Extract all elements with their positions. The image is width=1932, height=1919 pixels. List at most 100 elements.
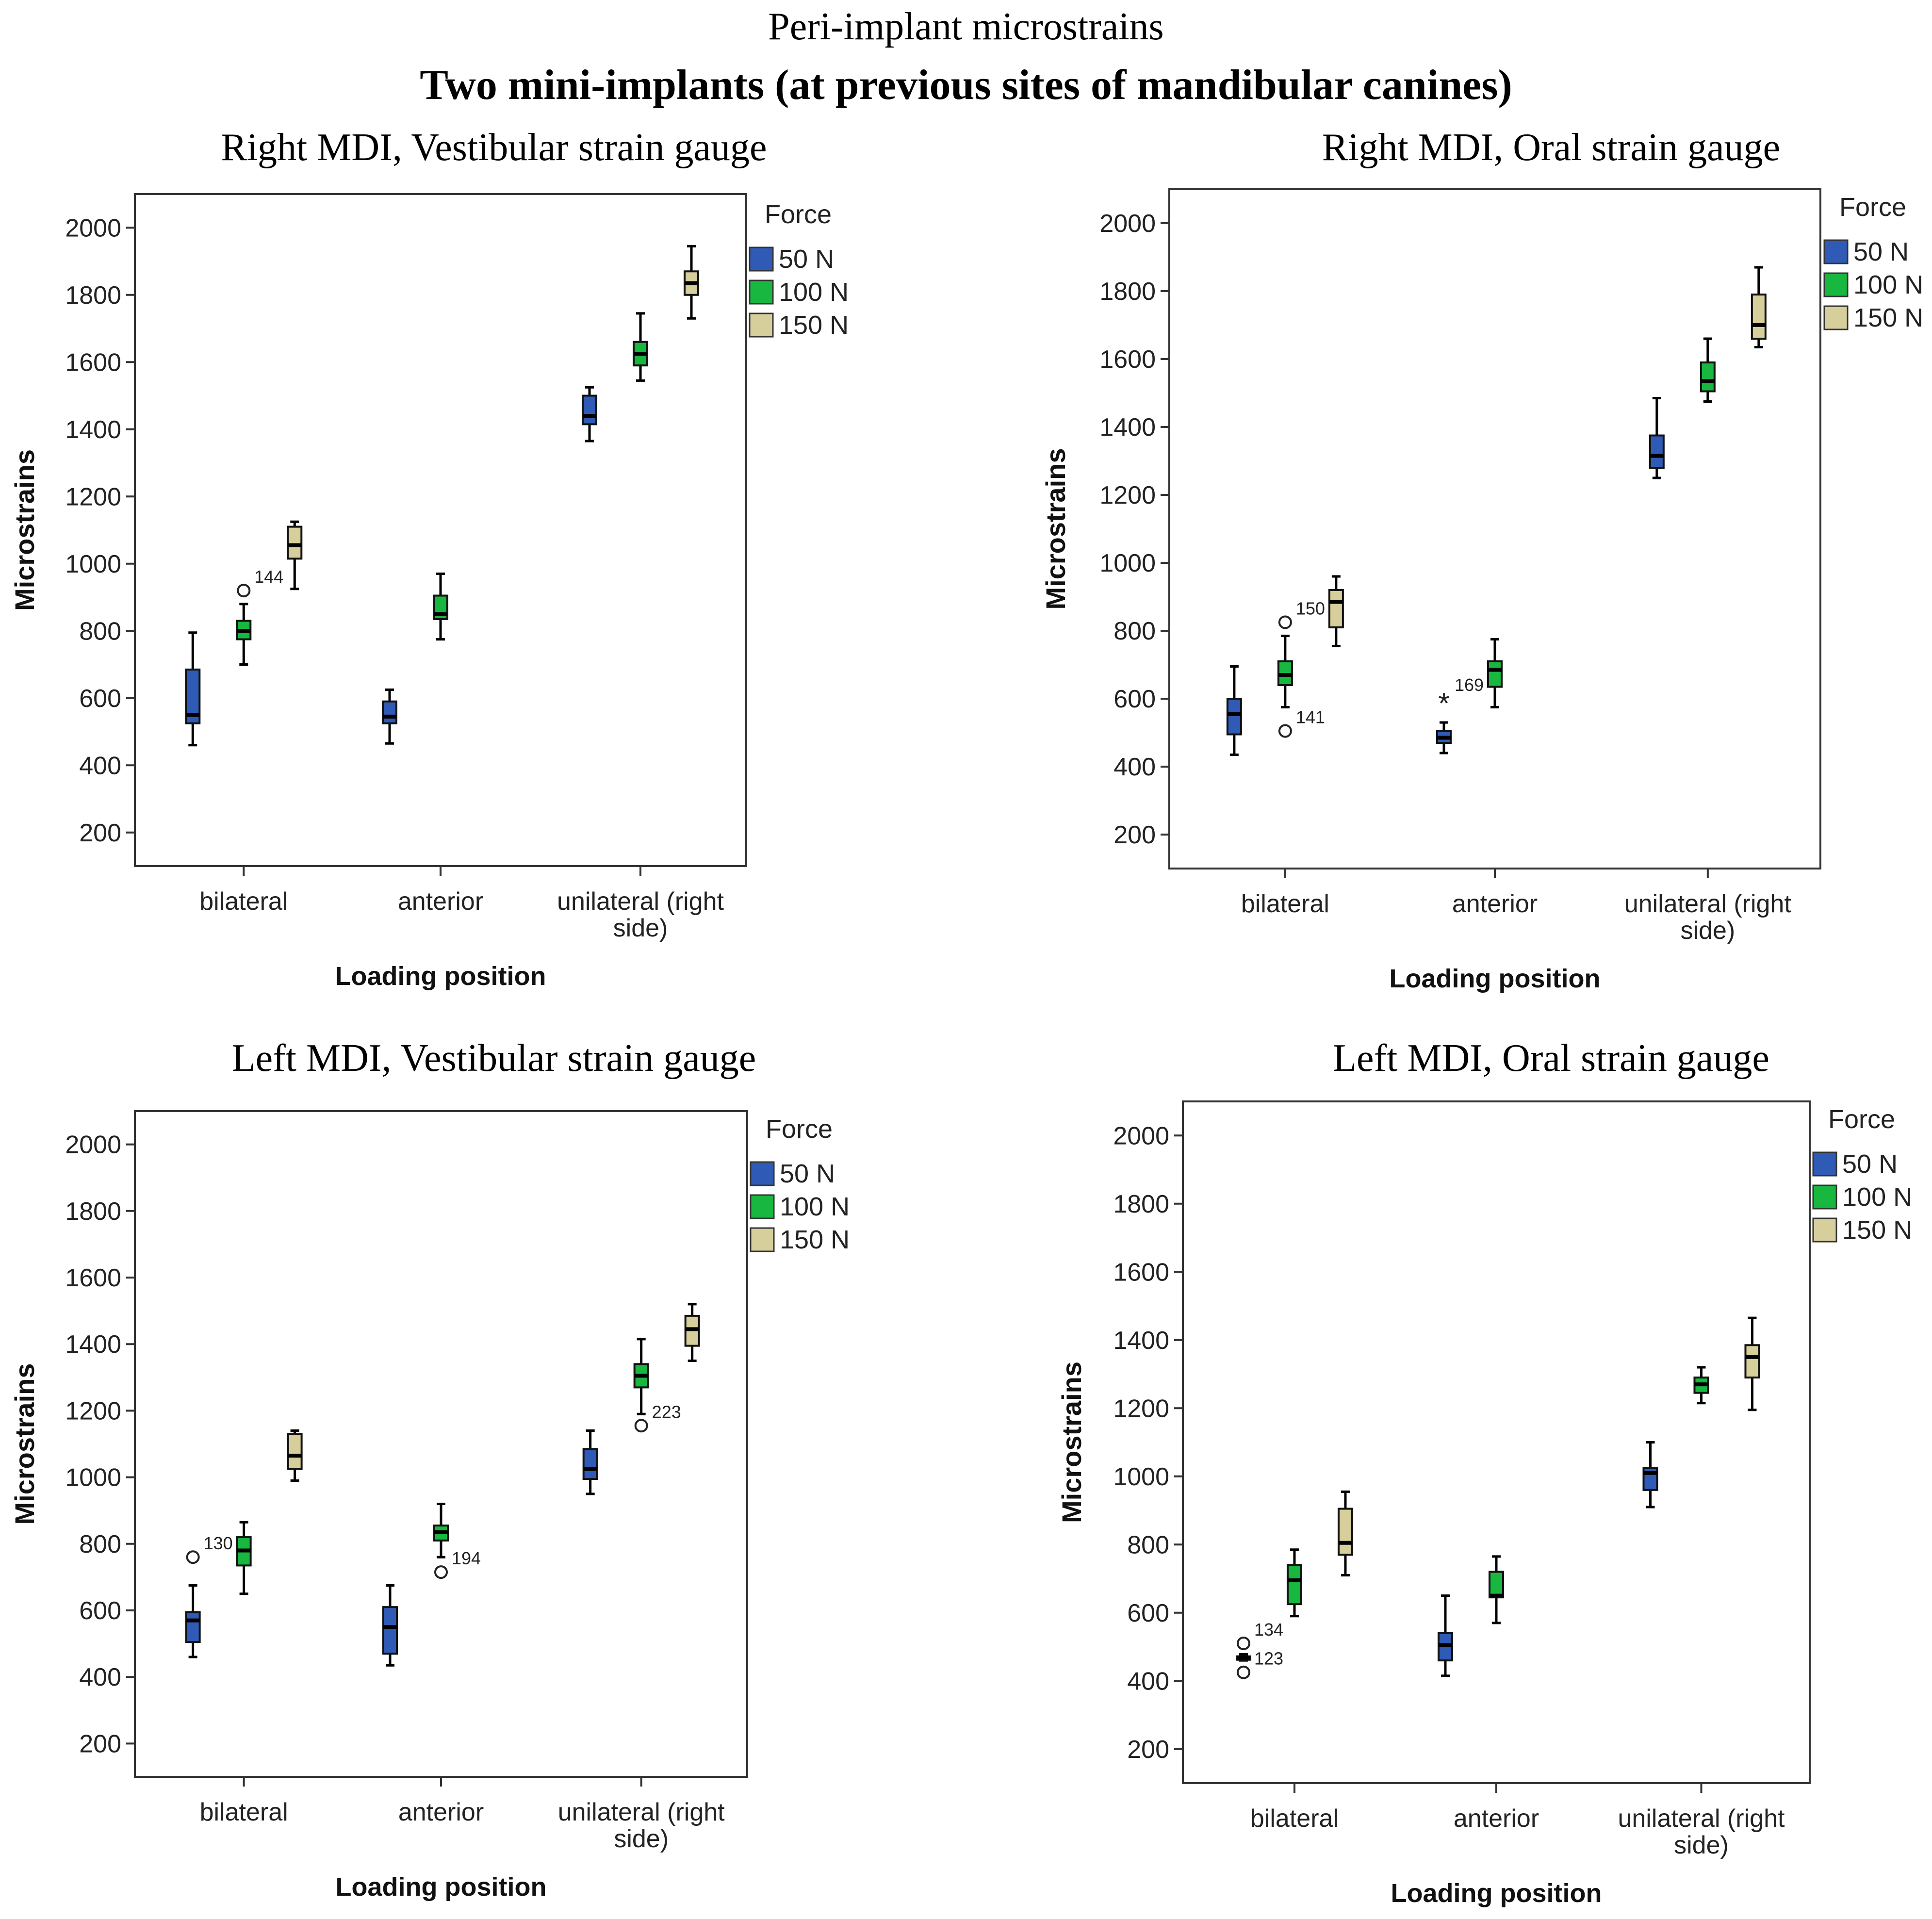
legend-swatch: [1823, 272, 1849, 297]
y-tick-label: 1200: [1113, 1394, 1169, 1423]
x-tick-label: bilateral: [1241, 890, 1329, 918]
y-tick-label: 1200: [1099, 481, 1156, 509]
y-tick-label: 200: [79, 1730, 121, 1758]
y-tick-label: 400: [79, 1663, 121, 1691]
figure-subtitle: Two mini-implants (at previous sites of …: [420, 62, 1512, 109]
x-tick-label: side): [613, 914, 668, 942]
outlier-circle: [1278, 724, 1292, 738]
legend-swatch: [750, 1161, 775, 1186]
y-tick-label: 400: [1113, 753, 1156, 781]
legend-label: 50 N: [780, 1159, 835, 1188]
legend-swatch: [749, 279, 774, 305]
y-tick-label: 1200: [65, 483, 121, 511]
box-iqr: [1649, 434, 1665, 469]
outlier-label: 150: [1296, 599, 1325, 619]
legend-swatch: [750, 1194, 775, 1219]
y-tick-label: 2000: [1099, 210, 1156, 238]
y-tick-label: 1200: [65, 1397, 121, 1425]
box-100N-2: 194: [433, 1502, 481, 1579]
box-50N-1: 130: [185, 1533, 233, 1658]
x-tick-label: unilateral (right: [1624, 890, 1791, 918]
legend-label: 100 N: [780, 1192, 850, 1221]
chart-panel-4: Left MDI, Oral strain gauge 200 400 600 800 1…: [1056, 1037, 1912, 1908]
legend-title: Force: [765, 200, 832, 229]
y-tick-label: 200: [1113, 821, 1156, 849]
box-iqr: [1489, 1571, 1504, 1599]
box-50N-3: [1642, 1441, 1658, 1509]
box-100N-1: 144: [236, 567, 283, 666]
y-axis-label: Microstrains: [9, 1363, 40, 1525]
box-100N-2: [433, 573, 448, 641]
y-tick-label: 600: [79, 1597, 121, 1625]
outlier-label: 130: [204, 1533, 233, 1553]
box-50N-2: * 169: [1436, 675, 1484, 754]
legend-label: 100 N: [779, 278, 849, 307]
box-100N-1: [1286, 1548, 1302, 1618]
plot-frame: [1168, 188, 1821, 869]
y-tick-label: 1800: [1113, 1190, 1169, 1218]
legend-title: Force: [1828, 1105, 1895, 1134]
panel-title: Left MDI, Oral strain gauge: [1333, 1037, 1769, 1080]
box-100N-1: 150 141: [1277, 599, 1325, 738]
legend-swatch: [1812, 1184, 1837, 1210]
y-tick-label: 800: [1113, 617, 1156, 645]
box-100N-3: 223: [633, 1338, 681, 1433]
box-iqr: [1744, 1344, 1760, 1379]
x-axis-label: Loading position: [1391, 1879, 1602, 1908]
chart-panel-1: Right MDI, Vestibular strain gauge 200 400…: [9, 126, 849, 991]
box-iqr: [1751, 294, 1767, 340]
box-150N-3: [1744, 1316, 1760, 1411]
legend-swatch: [1812, 1217, 1837, 1243]
y-tick-label: 400: [79, 752, 121, 780]
chart-panel-3: Left MDI, Vestibular strain gauge 200 400 6…: [9, 1037, 850, 1902]
y-axis-label: Microstrains: [9, 449, 40, 611]
legend-label: 150 N: [779, 311, 849, 340]
x-tick-label: anterior: [1452, 890, 1538, 918]
box-50N-3: [582, 386, 598, 443]
y-tick-label: 1000: [1113, 1463, 1169, 1491]
legend-label: 100 N: [1853, 270, 1923, 299]
box-150N-1: [287, 520, 303, 590]
y-tick-label: 2000: [1113, 1122, 1169, 1150]
y-tick-label: 200: [79, 819, 121, 847]
x-tick-label: anterior: [1454, 1804, 1539, 1833]
legend-swatch: [1823, 239, 1849, 264]
legend-title: Force: [1839, 193, 1906, 222]
x-tick-label: side): [1674, 1831, 1729, 1859]
outlier-label: 223: [652, 1402, 681, 1422]
y-tick-label: 400: [1127, 1667, 1169, 1695]
outlier-circle: [1236, 1665, 1250, 1679]
y-tick-label: 1400: [65, 416, 121, 444]
outlier-label: 134: [1254, 1620, 1283, 1640]
y-tick-label: 200: [1127, 1736, 1169, 1764]
figure-title: Peri-implant microstrains: [768, 5, 1164, 48]
box-50N-3: [582, 1429, 598, 1495]
x-tick-label: bilateral: [199, 887, 288, 916]
y-tick-label: 2000: [65, 1131, 121, 1159]
legend-label: 150 N: [780, 1225, 850, 1254]
legend-swatch: [1823, 305, 1849, 330]
outlier-circle: [1236, 1636, 1250, 1650]
box-iqr: [582, 394, 598, 426]
outlier-circle: [434, 1565, 448, 1579]
x-tick-label: anterior: [398, 887, 483, 916]
box-50N-2: [382, 1584, 398, 1667]
y-tick-label: 1400: [1113, 1327, 1169, 1355]
box-iqr: [1328, 589, 1344, 628]
y-tick-label: 800: [79, 1530, 121, 1558]
outlier-circle: [1278, 615, 1292, 629]
y-tick-label: 1600: [1113, 1258, 1169, 1286]
box-50N-1: [1226, 665, 1242, 756]
y-tick-label: 1400: [1099, 413, 1156, 442]
box-100N-3: [633, 312, 649, 382]
x-tick-label: bilateral: [1250, 1804, 1339, 1833]
box-100N-2: [1489, 1555, 1504, 1624]
box-150N-1: [287, 1429, 303, 1482]
outlier-label: 123: [1254, 1649, 1283, 1669]
box-iqr: [582, 1448, 598, 1480]
legend-label: 150 N: [1842, 1215, 1912, 1245]
box-150N-3: [684, 1303, 700, 1362]
x-tick-label: side): [1680, 917, 1735, 945]
